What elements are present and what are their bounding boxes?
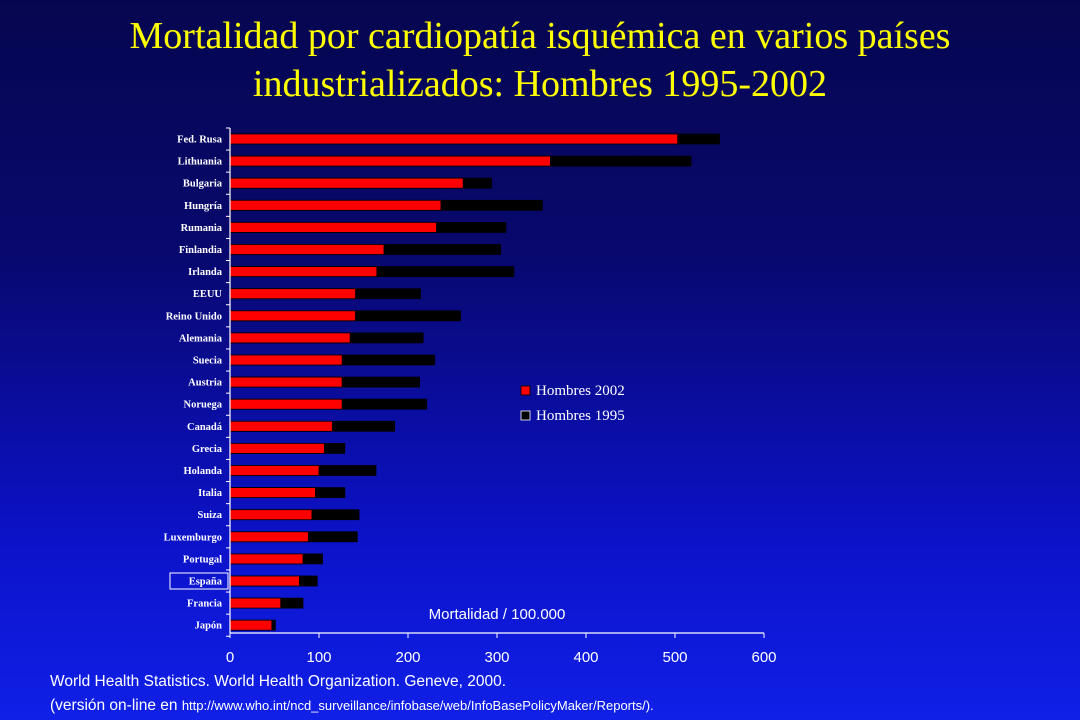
bar-2002-7 bbox=[229, 288, 356, 300]
bar-2002-20 bbox=[229, 575, 300, 587]
bar-2002-11 bbox=[229, 376, 343, 388]
bar-2002-16 bbox=[229, 487, 316, 499]
y-label-21: Francia bbox=[187, 599, 223, 610]
bar-2002-12 bbox=[229, 398, 343, 410]
source-prefix: (versión on-line en bbox=[50, 697, 182, 714]
y-label-17: Suiza bbox=[197, 510, 222, 521]
title-line-2: industrializados: Hombres 1995-2002 bbox=[252, 63, 828, 105]
x-tick-label-1: 100 bbox=[306, 649, 331, 666]
legend-swatch-2002 bbox=[520, 385, 531, 396]
y-label-20: España bbox=[189, 577, 223, 588]
y-tick-labels: Fed. Rusa Lithuania Bulgaria Hungría Rumania… bbox=[164, 135, 229, 632]
y-label-6: Irlanda bbox=[188, 267, 223, 278]
bar-2002-17 bbox=[229, 509, 313, 521]
y-label-5: Finlandia bbox=[179, 245, 223, 256]
y-label-18: Luxemburgo bbox=[164, 532, 222, 543]
y-label-15: Holanda bbox=[183, 466, 222, 477]
bar-2002-0 bbox=[229, 133, 679, 145]
x-tick-label-0: 0 bbox=[226, 649, 234, 666]
source-line-1: World Health Statistics. World Health Or… bbox=[50, 673, 507, 690]
x-tick-label-4: 400 bbox=[573, 649, 598, 666]
y-label-16: Italia bbox=[198, 488, 223, 499]
y-label-1: Lithuania bbox=[178, 157, 223, 168]
y-label-22: Japón bbox=[195, 621, 223, 632]
slide-title: Mortalidad por cardiopatía isquémica en … bbox=[0, 12, 1080, 108]
legend-label-2002: Hombres 2002 bbox=[536, 383, 625, 399]
y-label-11: Austria bbox=[188, 378, 223, 389]
y-label-9: Alemania bbox=[179, 333, 223, 344]
bar-2002-8 bbox=[229, 310, 356, 322]
y-label-4: Rumania bbox=[181, 223, 223, 234]
bar-2002-15 bbox=[229, 465, 320, 476]
x-tick-label-2: 200 bbox=[395, 649, 420, 666]
y-label-7: EEUU bbox=[193, 289, 223, 300]
bar-2002-18 bbox=[229, 531, 309, 543]
bar-2002-1 bbox=[229, 155, 551, 167]
title-line-1: Mortalidad por cardiopatía isquémica en … bbox=[129, 15, 951, 57]
y-label-3: Hungría bbox=[184, 201, 223, 212]
source-line-2: (versión on-line en http://www.who.int/n… bbox=[50, 694, 654, 718]
x-tick-label-6: 600 bbox=[751, 649, 776, 666]
bar-2002-21 bbox=[229, 597, 282, 609]
y-label-12: Noruega bbox=[184, 400, 223, 411]
axes-group bbox=[226, 127, 765, 638]
x-tick-labels: 0 100 200 300 400 500 600 bbox=[226, 649, 777, 666]
bar-2002-6 bbox=[229, 266, 378, 278]
legend: Hombres 2002 Hombres 1995 bbox=[520, 383, 625, 424]
y-label-13: Canadá bbox=[187, 422, 223, 433]
bar-2002-3 bbox=[229, 199, 442, 211]
x-axis-label: Mortalidad / 100.000 bbox=[429, 606, 566, 623]
bar-2002-2 bbox=[229, 177, 464, 189]
bar-2002-10 bbox=[229, 354, 343, 366]
bar-2002-19 bbox=[229, 553, 304, 565]
bars-group bbox=[229, 133, 720, 631]
y-label-10: Suecia bbox=[193, 356, 223, 367]
y-label-0: Fed. Rusa bbox=[177, 135, 223, 146]
bar-2002-22 bbox=[229, 619, 273, 631]
source-citation: World Health Statistics. World Health Or… bbox=[50, 670, 654, 718]
bar-2002-14 bbox=[229, 442, 325, 454]
legend-swatch-1995 bbox=[520, 410, 531, 421]
legend-label-1995: Hombres 1995 bbox=[536, 408, 625, 424]
x-tick-label-3: 300 bbox=[484, 649, 509, 666]
bar-2002-5 bbox=[229, 244, 385, 255]
y-label-19: Portugal bbox=[183, 554, 222, 565]
source-url: http://www.who.int/ncd_surveillance/info… bbox=[181, 698, 654, 713]
bar-2002-9 bbox=[229, 332, 351, 344]
y-label-2: Bulgaria bbox=[183, 179, 223, 190]
bar-2002-13 bbox=[229, 420, 333, 432]
bar-2002-4 bbox=[229, 221, 437, 233]
x-tick-label-5: 500 bbox=[662, 649, 687, 666]
highlight-box bbox=[169, 572, 229, 590]
y-label-8: Reino Unido bbox=[166, 311, 222, 322]
y-label-14: Grecia bbox=[192, 444, 223, 455]
